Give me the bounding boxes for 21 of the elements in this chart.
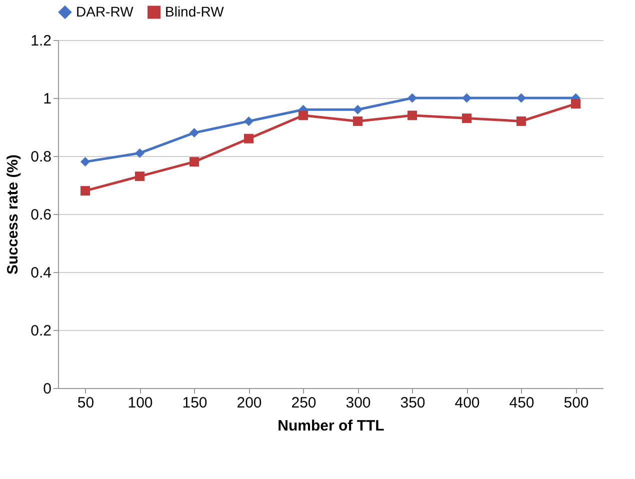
x-tick-label: 350 bbox=[400, 394, 426, 412]
x-tick-label: 100 bbox=[128, 394, 153, 412]
x-tick-label: 300 bbox=[346, 394, 371, 412]
y-tick-label: 0.4 bbox=[30, 264, 52, 282]
x-tick-label: 50 bbox=[77, 394, 94, 412]
legend-label: Blind-RW bbox=[165, 3, 225, 20]
x-tick-label: 500 bbox=[564, 394, 589, 412]
y-tick-label: 0.2 bbox=[30, 322, 52, 340]
y-tick-label: 1 bbox=[43, 90, 52, 108]
y-axis-title: Success rate (%) bbox=[4, 154, 22, 275]
y-tick-label: 1.2 bbox=[30, 32, 52, 50]
y-tick-label: 0 bbox=[43, 380, 52, 398]
x-axis-title: Number of TTL bbox=[278, 418, 384, 434]
x-tick-label: 200 bbox=[236, 394, 262, 412]
x-tick-label: 400 bbox=[454, 394, 480, 412]
legend-label: DAR-RW bbox=[76, 3, 134, 20]
y-tick-label: 0.6 bbox=[30, 206, 52, 224]
y-tick-label: 0.8 bbox=[30, 148, 52, 166]
x-tick-label: 150 bbox=[182, 394, 208, 412]
x-tick-label: 250 bbox=[291, 394, 316, 412]
x-tick-label: 450 bbox=[509, 394, 534, 412]
